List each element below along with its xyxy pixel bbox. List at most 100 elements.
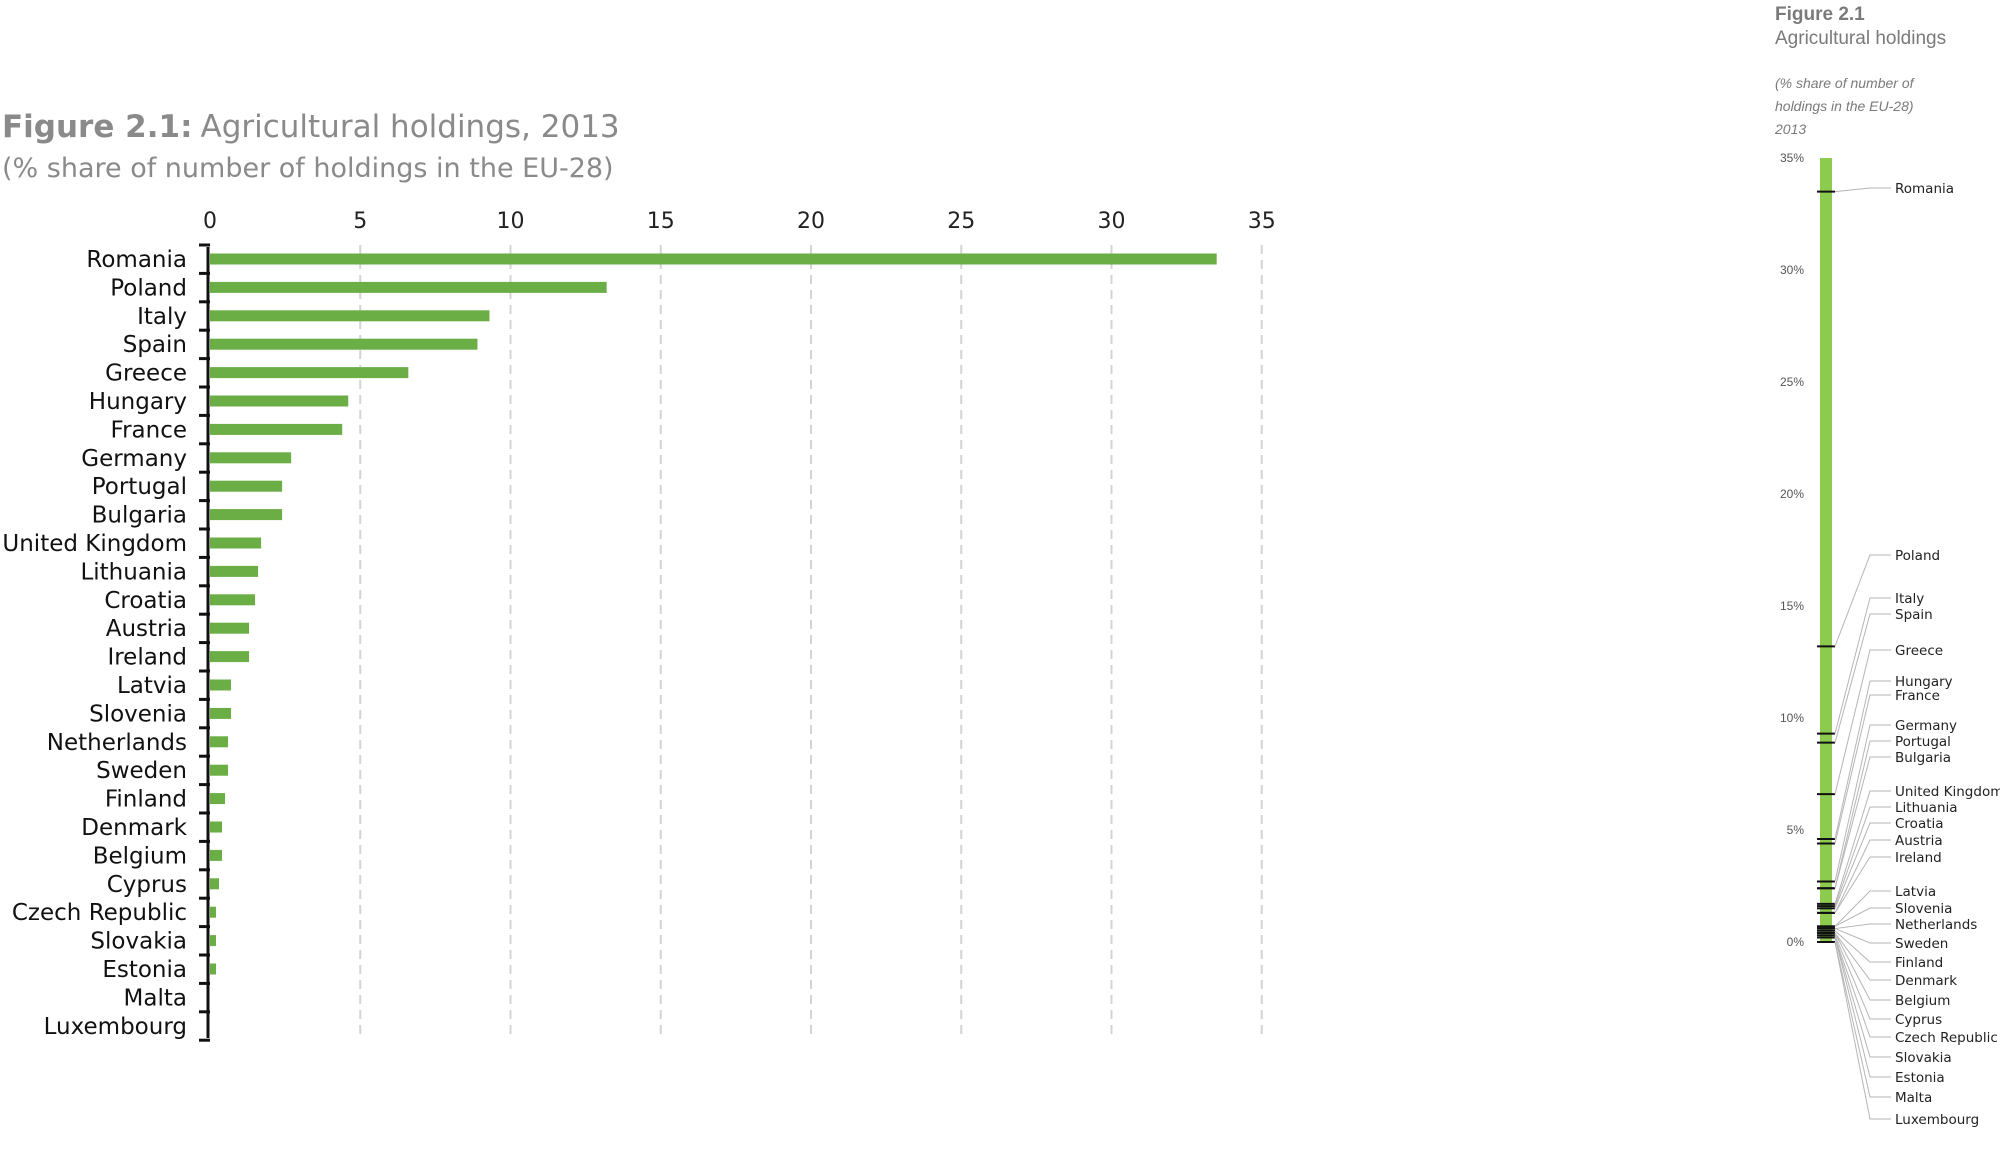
side-leader-line bbox=[1834, 941, 1891, 1098]
side-leader-line bbox=[1834, 923, 1891, 930]
x-tick-label: 0 bbox=[203, 209, 217, 234]
side-leader-line bbox=[1834, 930, 1891, 963]
side-leader-line bbox=[1834, 928, 1891, 944]
side-leader-line bbox=[1834, 724, 1891, 882]
bar bbox=[210, 480, 283, 492]
side-leader-line bbox=[1834, 839, 1891, 914]
side-leader-line bbox=[1834, 756, 1891, 889]
category-label: Bulgaria bbox=[92, 503, 187, 529]
bar bbox=[210, 509, 283, 521]
category-label: Ireland bbox=[107, 645, 187, 671]
bar bbox=[210, 622, 250, 634]
x-tick-label: 35 bbox=[1248, 209, 1276, 234]
side-category-label: Poland bbox=[1895, 548, 1940, 564]
side-category-label: Cyprus bbox=[1895, 1012, 1942, 1028]
side-leader-line bbox=[1834, 613, 1891, 743]
bar bbox=[210, 764, 229, 776]
side-category-label: Belgium bbox=[1895, 993, 1950, 1009]
side-category-label: Germany bbox=[1895, 718, 1957, 734]
side-category-label: United Kingdom bbox=[1895, 784, 2000, 800]
bar bbox=[210, 281, 607, 293]
side-category-label: Luxembourg bbox=[1895, 1112, 1979, 1128]
category-label: Portugal bbox=[92, 474, 187, 500]
x-tick-label: 5 bbox=[353, 209, 367, 234]
bar bbox=[210, 906, 217, 918]
category-label: Latvia bbox=[117, 673, 187, 699]
bar bbox=[210, 594, 256, 606]
side-y-tick-label: 15% bbox=[1780, 599, 1804, 613]
side-category-label: Greece bbox=[1895, 643, 1943, 659]
bar bbox=[210, 793, 226, 805]
bar bbox=[210, 707, 232, 719]
side-y-tick-label: 30% bbox=[1780, 263, 1804, 277]
x-tick-label: 25 bbox=[947, 209, 975, 234]
side-leader-line bbox=[1834, 935, 1891, 1020]
bar bbox=[210, 651, 250, 663]
side-category-label: Italy bbox=[1895, 591, 1924, 607]
bar bbox=[210, 338, 478, 350]
side-leader-line bbox=[1834, 806, 1891, 907]
side-category-label: Romania bbox=[1895, 181, 1954, 197]
category-label: Greece bbox=[105, 361, 187, 387]
category-label: Poland bbox=[110, 275, 187, 301]
bar bbox=[210, 878, 220, 890]
side-y-tick-label: 35% bbox=[1780, 151, 1804, 165]
side-strip-chart: Figure 2.1 Agricultural holdings (% shar… bbox=[1774, 4, 2000, 1128]
side-leader-line bbox=[1834, 890, 1891, 927]
side-category-label: Ireland bbox=[1895, 850, 1942, 866]
x-tick-label: 20 bbox=[797, 209, 825, 234]
side-category-label: Netherlands bbox=[1895, 917, 1977, 933]
side-leader-line bbox=[1834, 694, 1891, 844]
side-category-label: Slovenia bbox=[1895, 901, 1952, 917]
side-chart-note-3: 2013 bbox=[1774, 121, 1806, 137]
side-y-tick-label: 0% bbox=[1787, 935, 1805, 949]
side-leader-line bbox=[1834, 597, 1891, 734]
side-leader-line bbox=[1834, 740, 1891, 889]
side-leader-line bbox=[1834, 907, 1891, 927]
bar bbox=[210, 395, 349, 407]
side-y-tick-label: 20% bbox=[1780, 487, 1804, 501]
bar bbox=[210, 849, 223, 861]
x-tick-label: 10 bbox=[497, 209, 525, 234]
side-leader-line bbox=[1834, 941, 1891, 1120]
side-category-label: Estonia bbox=[1895, 1070, 1945, 1086]
side-leader-line bbox=[1834, 187, 1891, 193]
side-category-label: Finland bbox=[1895, 955, 1943, 971]
category-label: Spain bbox=[123, 332, 187, 358]
side-category-label: Hungary bbox=[1895, 674, 1953, 690]
category-label: Croatia bbox=[104, 588, 187, 614]
bar bbox=[210, 310, 490, 322]
category-label: Hungary bbox=[89, 389, 187, 415]
side-leader-line bbox=[1834, 790, 1891, 905]
chart-subtitle: (% share of number of holdings in the EU… bbox=[2, 153, 614, 184]
side-leader-line bbox=[1834, 932, 1891, 981]
side-chart-note-2: holdings in the EU-28) bbox=[1775, 98, 1914, 114]
side-leader-line bbox=[1834, 937, 1891, 1038]
category-label: Estonia bbox=[102, 957, 187, 983]
side-category-label: Lithuania bbox=[1895, 800, 1958, 816]
side-category-label: Portugal bbox=[1895, 734, 1951, 750]
side-chart-subtitle: Agricultural holdings bbox=[1775, 28, 1946, 49]
x-tick-label: 30 bbox=[1098, 209, 1126, 234]
side-y-tick-label: 10% bbox=[1780, 711, 1804, 725]
side-category-label: Sweden bbox=[1895, 936, 1948, 952]
category-label: Denmark bbox=[81, 815, 187, 841]
category-label: Italy bbox=[137, 304, 187, 330]
category-label: Slovenia bbox=[89, 701, 187, 727]
side-chart-title: Figure 2.1 bbox=[1775, 4, 1865, 25]
side-leader-line bbox=[1834, 554, 1891, 647]
side-leader-line bbox=[1834, 649, 1891, 795]
category-label: Slovakia bbox=[90, 929, 187, 955]
category-label: Romania bbox=[86, 247, 187, 273]
category-label: Austria bbox=[106, 616, 187, 642]
category-label: Cyprus bbox=[107, 872, 187, 898]
bar bbox=[210, 537, 262, 549]
category-label: Malta bbox=[124, 985, 187, 1011]
side-category-label: Czech Republic bbox=[1895, 1030, 1998, 1046]
side-category-label: Slovakia bbox=[1895, 1050, 1952, 1066]
main-bar-chart: Figure 2.1: Agricultural holdings, 2013 (… bbox=[2, 109, 1276, 1042]
category-label: Netherlands bbox=[47, 730, 187, 756]
side-category-label: Spain bbox=[1895, 607, 1933, 623]
side-leader-line bbox=[1834, 932, 1891, 1001]
chart-title-prefix: Figure 2.1: bbox=[2, 109, 192, 145]
